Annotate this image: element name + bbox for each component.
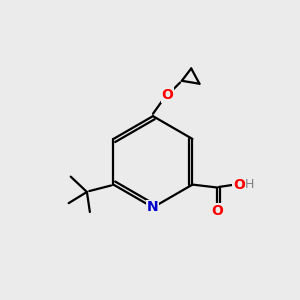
Text: O: O bbox=[212, 204, 224, 218]
Text: N: N bbox=[147, 200, 159, 214]
Text: O: O bbox=[162, 88, 174, 102]
Text: O: O bbox=[233, 178, 244, 192]
Text: H: H bbox=[245, 178, 255, 191]
